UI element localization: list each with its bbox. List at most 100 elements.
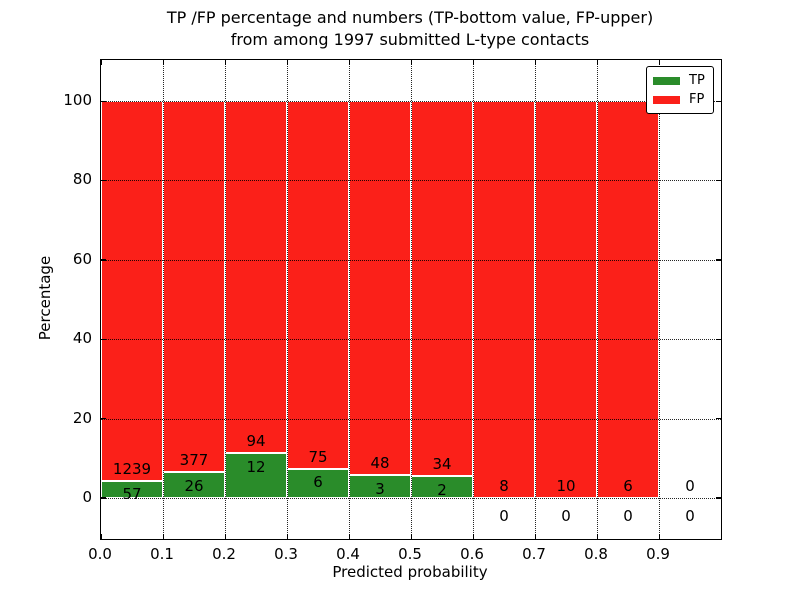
fp-count-label: 1239 <box>112 459 152 478</box>
x-tick-mark <box>658 534 660 539</box>
x-tick-mark-top <box>410 60 412 65</box>
legend-row: FP <box>653 91 707 107</box>
y-tick-mark <box>101 338 106 340</box>
x-tick-label: 0.1 <box>150 545 174 563</box>
gridline-vertical <box>597 60 598 539</box>
tp-bar-segment <box>225 453 287 498</box>
x-tick-label: 0.2 <box>212 545 236 563</box>
tp-count-label: 12 <box>246 457 266 476</box>
gridline-vertical <box>287 60 288 539</box>
tp-count-label: 6 <box>313 473 323 492</box>
x-tick-mark <box>534 534 536 539</box>
x-tick-mark <box>100 534 102 539</box>
gridline-horizontal <box>101 418 721 420</box>
fp-count-label: 10 <box>556 477 576 496</box>
y-tick-mark-right <box>716 497 721 499</box>
y-tick-label: 0 <box>82 487 92 506</box>
y-tick-mark <box>101 179 106 182</box>
x-tick-label: 0.5 <box>398 545 422 563</box>
y-tick-label: 60 <box>72 249 92 268</box>
legend-row: TP <box>653 72 707 88</box>
x-tick-mark-top <box>472 60 474 65</box>
chart-title: TP /FP percentage and numbers (TP-bottom… <box>100 7 720 51</box>
tp-count-label: 57 <box>122 485 142 504</box>
gridline-vertical <box>659 60 660 539</box>
x-axis-label: Predicted probability <box>332 563 488 581</box>
gridline-vertical <box>411 60 412 539</box>
fp-bar-segment <box>411 101 473 476</box>
y-tick-mark-right <box>716 179 721 182</box>
gridline-vertical <box>535 60 536 539</box>
fp-count-label: 34 <box>432 455 452 473</box>
fp-bar-segment <box>101 101 163 481</box>
fp-legend-swatch <box>653 95 680 104</box>
tp-count-label: 0 <box>623 506 633 525</box>
x-tick-label: 0.4 <box>336 545 360 563</box>
y-tick-label: 100 <box>63 91 92 109</box>
tp-bar-segment <box>163 472 225 498</box>
x-tick-mark <box>472 534 474 539</box>
y-tick-mark-right <box>716 418 721 420</box>
fp-count-label: 48 <box>370 453 390 472</box>
fp-count-label: 0 <box>685 477 695 496</box>
x-tick-mark <box>410 534 412 539</box>
fp-bar-segment <box>535 101 597 498</box>
tp-legend-swatch <box>653 76 680 85</box>
x-tick-mark <box>224 534 226 539</box>
y-tick-mark-right <box>716 259 721 261</box>
gridline-vertical <box>349 60 350 539</box>
x-tick-label: 0.9 <box>646 545 670 563</box>
x-tick-mark-top <box>348 60 350 65</box>
fp-count-label: 75 <box>308 447 328 466</box>
gridline-horizontal <box>101 259 721 261</box>
fp-bar-segment <box>287 101 349 469</box>
x-tick-mark-top <box>286 60 288 65</box>
fp-bar-segment <box>225 101 287 454</box>
axes: 1239 57 377 26 94 12 75 6 48 3 34 2 8 0 10 0 6 0 0 0 <box>100 59 722 540</box>
x-tick-mark-top <box>658 60 660 65</box>
gridline-horizontal <box>101 180 721 182</box>
tp-count-label: 0 <box>499 506 509 525</box>
x-tick-mark <box>596 534 598 539</box>
fp-count-label: 6 <box>623 477 633 496</box>
gridline-horizontal <box>101 497 721 499</box>
fp-count-label: 94 <box>246 432 266 451</box>
x-tick-mark-top <box>224 60 226 65</box>
tp-count-label: 3 <box>375 479 385 498</box>
chart-title-line-2: from among 1997 submitted L-type contact… <box>230 30 590 49</box>
legend-label: FP <box>689 91 705 107</box>
legend-label: TP <box>689 72 705 88</box>
gridline-vertical <box>163 60 164 539</box>
x-tick-mark-top <box>534 60 536 65</box>
x-tick-mark <box>348 534 350 539</box>
x-tick-mark-top <box>100 60 102 65</box>
gridline-horizontal <box>101 339 721 341</box>
x-tick-label: 0.3 <box>274 545 298 563</box>
legend: TP FP <box>646 66 714 114</box>
y-tick-mark <box>101 497 106 499</box>
gridline-horizontal <box>101 101 721 102</box>
x-tick-label: 0.0 <box>88 545 112 563</box>
tp-count-label: 0 <box>685 506 695 525</box>
x-tick-label: 0.6 <box>460 545 484 563</box>
y-tick-mark-right <box>716 100 721 102</box>
y-tick-label: 80 <box>72 170 92 189</box>
y-axis-label: Percentage <box>36 255 54 341</box>
gridline-vertical <box>225 60 226 539</box>
y-tick-mark <box>101 100 106 102</box>
fp-count-label: 377 <box>179 451 209 470</box>
gridline-vertical <box>473 60 474 539</box>
y-tick-label: 40 <box>72 329 92 348</box>
fp-bar-segment <box>473 101 535 498</box>
tp-count-label: 26 <box>184 477 204 496</box>
y-tick-mark <box>101 259 106 261</box>
x-tick-mark-top <box>162 60 164 65</box>
x-tick-mark <box>286 534 288 539</box>
tp-count-label: 0 <box>561 506 571 525</box>
x-tick-label: 0.8 <box>584 545 608 563</box>
tp-bar-segment <box>287 468 349 498</box>
x-tick-label: 0.7 <box>522 545 546 563</box>
x-tick-mark <box>162 534 164 539</box>
y-tick-mark <box>101 418 106 420</box>
